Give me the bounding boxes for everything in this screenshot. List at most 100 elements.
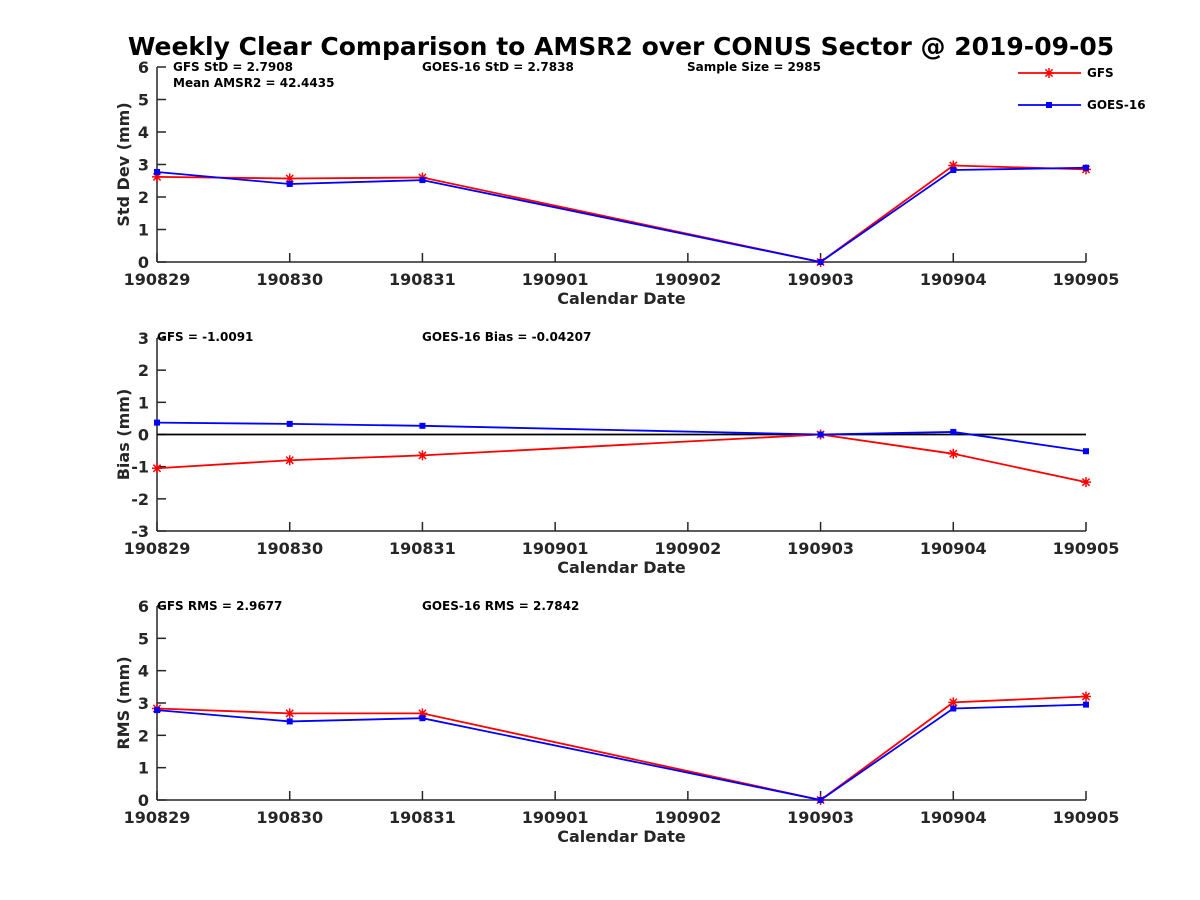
- data-point: [950, 705, 957, 712]
- data-point: [417, 450, 428, 461]
- y-tick-label: 4: [138, 662, 149, 681]
- data-point: [284, 455, 295, 466]
- legend-label: GOES-16: [1087, 98, 1146, 112]
- stat-annotation: GFS = -1.0091: [157, 330, 253, 344]
- series-goes-16: [154, 701, 1089, 803]
- x-tick-label: 190905: [1053, 270, 1120, 289]
- y-tick-label: 1: [138, 759, 149, 778]
- stat-annotation: GFS StD = 2.7908: [173, 60, 293, 74]
- data-point: [286, 181, 293, 187]
- x-tick-label: 190903: [787, 539, 854, 558]
- series-line: [156, 703, 1087, 801]
- x-tick-label: 190901: [522, 808, 589, 827]
- data-point: [950, 428, 957, 435]
- x-axis-label: Calendar Date: [557, 289, 686, 308]
- series-line: [156, 166, 1087, 263]
- panel-1: 0 1 2 3 4 5 6 190829 190830 190831 190901 190902 190…: [114, 58, 1119, 308]
- x-tick-label: 190902: [654, 539, 721, 558]
- y-tick-label: 6: [138, 597, 149, 616]
- series-line: [156, 695, 1087, 801]
- series-line: [156, 421, 1087, 453]
- data-point: [950, 167, 957, 174]
- y-tick-label: 1: [138, 393, 149, 412]
- stat-annotation: GOES-16 RMS = 2.7842: [422, 599, 579, 613]
- y-tick-label: -2: [131, 490, 149, 509]
- data-point: [417, 708, 428, 719]
- legend-marker: [1044, 68, 1054, 78]
- series-line: [156, 164, 1087, 263]
- y-tick-label: 5: [138, 629, 149, 648]
- y-tick-label: 4: [138, 123, 149, 142]
- x-tick-label: 190830: [256, 270, 323, 289]
- stat-annotation: GOES-16 StD = 2.7838: [422, 60, 574, 74]
- legend-label: GFS: [1087, 66, 1114, 80]
- y-tick-label: 1: [138, 221, 149, 240]
- data-point: [154, 707, 160, 714]
- x-tick-label: 190831: [389, 270, 456, 289]
- y-tick-label: 2: [138, 361, 149, 380]
- x-tick-label: 190831: [389, 539, 456, 558]
- y-tick-label: 2: [138, 188, 149, 207]
- data-point: [284, 708, 295, 719]
- legend: GFS GOES-16: [1018, 66, 1146, 112]
- x-axis-label: Calendar Date: [557, 558, 686, 577]
- panel-2: -3 -2 -1 0 1 2 3 190829 190830 190831 190901 190902…: [114, 329, 1119, 577]
- y-axis-label: RMS (mm): [114, 656, 133, 749]
- legend-marker: [1046, 102, 1052, 108]
- series-goes-16: [154, 419, 1089, 455]
- x-tick-label: 190902: [654, 808, 721, 827]
- data-point: [286, 420, 293, 427]
- y-tick-label: -3: [131, 522, 149, 541]
- x-tick-label: 190904: [920, 539, 987, 558]
- x-tick-label: 190904: [920, 808, 987, 827]
- x-tick-label: 190901: [522, 539, 589, 558]
- y-tick-label: 0: [138, 791, 149, 810]
- panel-3: 0 1 2 3 4 5 6 190829 190830 190831 190901 190902 190…: [114, 597, 1119, 846]
- x-tick-label: 190905: [1053, 808, 1120, 827]
- data-point: [419, 715, 426, 722]
- series-gfs: [152, 429, 1091, 488]
- stat-annotation: Sample Size = 2985: [687, 60, 821, 74]
- panels: 0 1 2 3 4 5 6 190829 190830 190831 190901 190902 190…: [114, 58, 1119, 846]
- data-point: [286, 718, 293, 725]
- x-tick-label: 190830: [256, 808, 323, 827]
- stat-annotation: GFS RMS = 2.9677: [157, 599, 282, 613]
- y-tick-label: 3: [138, 329, 149, 348]
- y-tick-label: 6: [138, 58, 149, 77]
- stat-annotation: Mean AMSR2 = 42.4435: [173, 76, 334, 90]
- data-point: [817, 431, 824, 438]
- x-tick-label: 190829: [124, 539, 191, 558]
- legend-entry: GFS: [1018, 66, 1114, 80]
- data-point: [817, 259, 824, 265]
- x-tick-label: 190905: [1053, 539, 1120, 558]
- x-axis-label: Calendar Date: [557, 827, 686, 846]
- x-tick-label: 190903: [787, 808, 854, 827]
- stat-annotation: GOES-16 Bias = -0.04207: [422, 330, 591, 344]
- data-point: [1081, 691, 1091, 702]
- data-point: [154, 419, 160, 426]
- legend-entry: GOES-16: [1018, 98, 1146, 112]
- x-tick-label: 190904: [920, 270, 987, 289]
- x-tick-label: 190829: [124, 808, 191, 827]
- data-point: [1083, 701, 1089, 708]
- y-tick-label: 0: [138, 426, 149, 445]
- data-point: [1083, 448, 1089, 455]
- data-point: [1081, 477, 1091, 488]
- data-point: [152, 171, 162, 182]
- data-point: [152, 463, 162, 474]
- series-goes-16: [154, 164, 1089, 265]
- data-point: [948, 160, 959, 171]
- series-gfs: [152, 160, 1091, 267]
- x-tick-label: 190902: [654, 270, 721, 289]
- y-axis-label: Std Dev (mm): [114, 102, 133, 226]
- y-tick-label: 3: [138, 156, 149, 175]
- y-tick-label: 0: [138, 253, 149, 272]
- x-tick-label: 190831: [389, 808, 456, 827]
- x-tick-label: 190829: [124, 270, 191, 289]
- x-tick-label: 190901: [522, 270, 589, 289]
- data-point: [948, 448, 959, 459]
- data-point: [419, 177, 426, 184]
- data-point: [419, 422, 426, 429]
- data-point: [1083, 164, 1089, 171]
